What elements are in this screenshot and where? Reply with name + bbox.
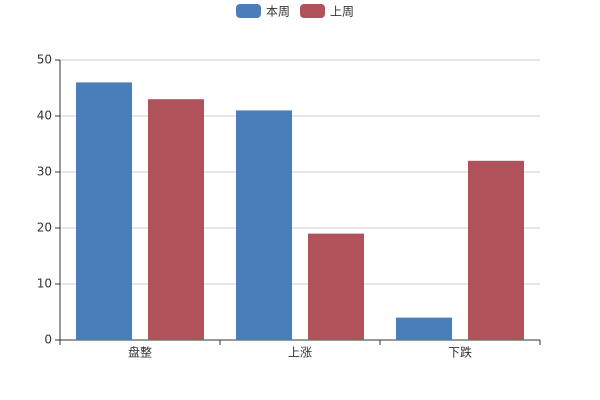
x-tick-label: 上涨 [288, 345, 312, 360]
legend-icon [300, 4, 325, 18]
y-tick-label: 50 [37, 53, 52, 67]
y-tick-label: 0 [44, 333, 52, 347]
bar [148, 99, 204, 340]
y-tick-label: 10 [37, 277, 52, 291]
x-tick-label: 下跌 [448, 345, 472, 360]
bar [76, 82, 132, 341]
bar [308, 233, 364, 340]
bar [396, 317, 452, 340]
y-tick-label: 20 [37, 221, 52, 235]
bar [468, 160, 524, 340]
y-tick-label: 30 [37, 165, 52, 179]
legend-icon [236, 4, 261, 18]
legend-label: 上周 [330, 5, 354, 19]
bar [236, 110, 292, 341]
x-tick-label: 盘整 [128, 345, 152, 360]
legend-label: 本周 [266, 5, 290, 19]
y-tick-label: 40 [37, 109, 52, 123]
